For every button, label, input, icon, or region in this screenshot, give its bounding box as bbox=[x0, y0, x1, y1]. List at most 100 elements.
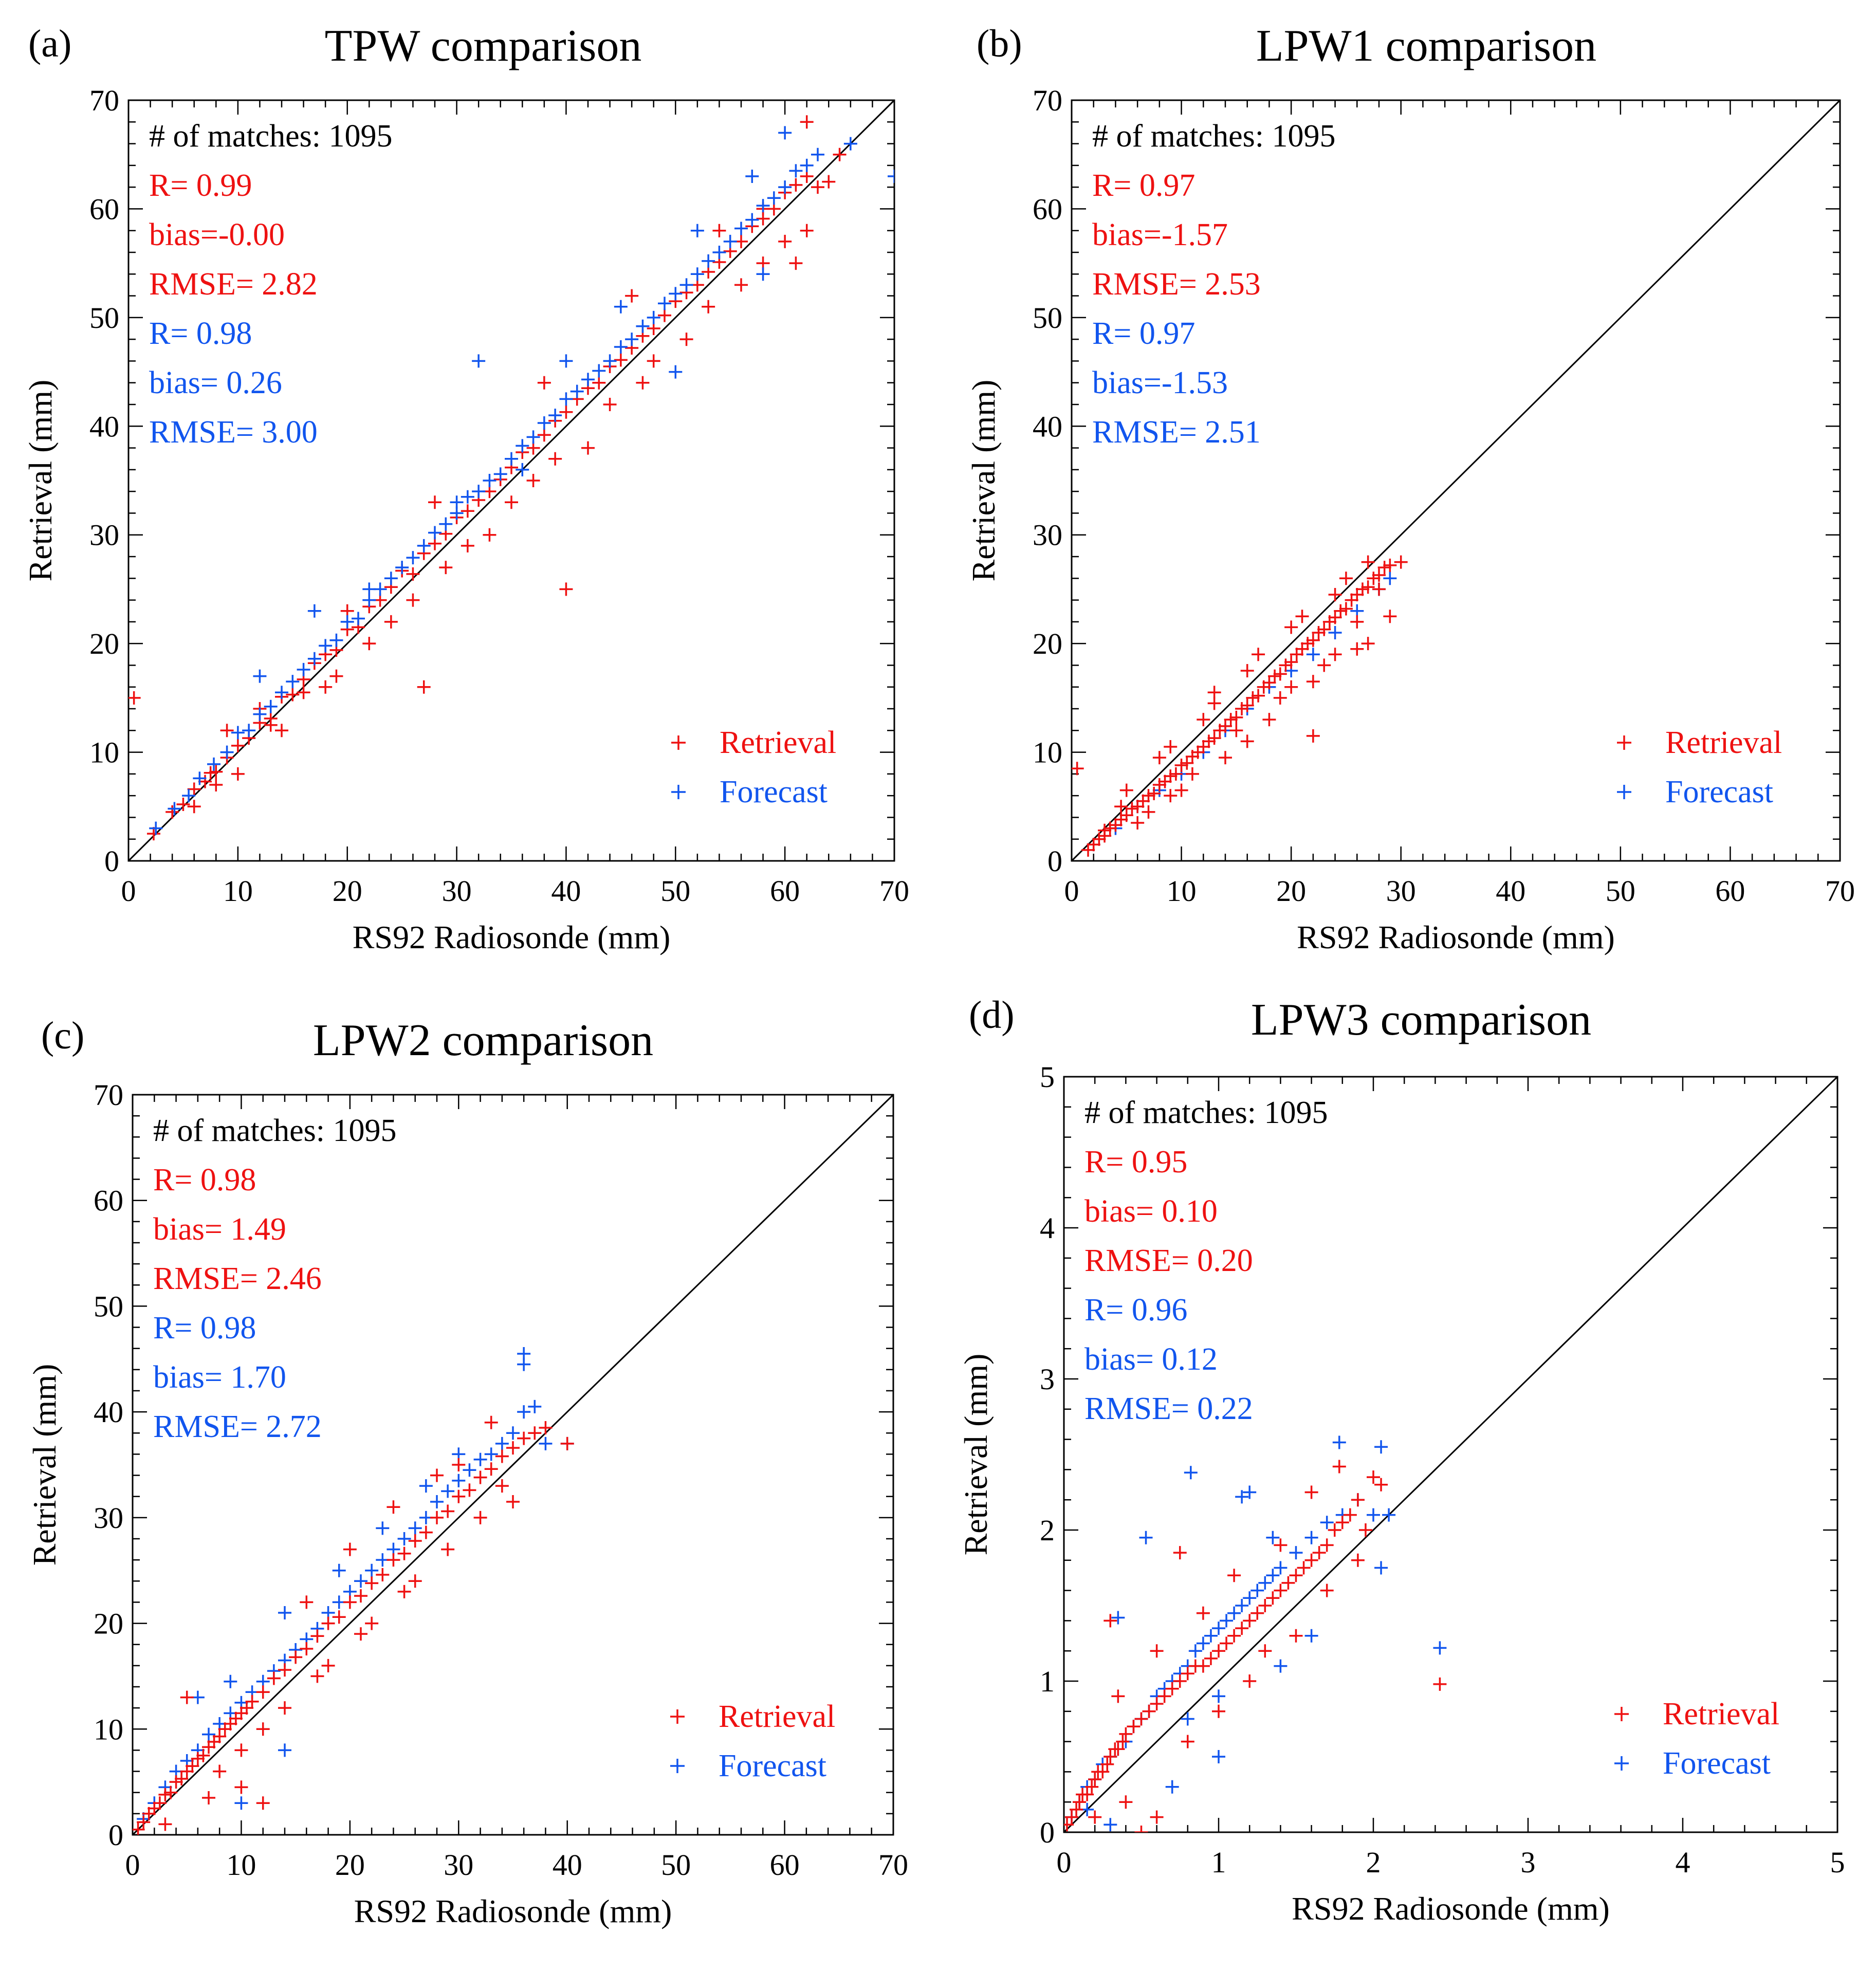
scatter-point bbox=[1361, 555, 1375, 569]
scatter-point bbox=[1164, 769, 1178, 783]
scatter-point bbox=[245, 1694, 259, 1708]
scatter-point bbox=[176, 798, 190, 812]
scatter-point bbox=[723, 234, 737, 248]
scatter-point bbox=[1252, 689, 1265, 703]
scatter-point bbox=[1367, 1508, 1380, 1522]
y-tick-label: 30 bbox=[94, 1501, 123, 1535]
scatter-point bbox=[1289, 1546, 1303, 1560]
scatter-point bbox=[1306, 729, 1320, 743]
scatter-point bbox=[1367, 572, 1381, 585]
scatter-point bbox=[1250, 1583, 1264, 1597]
scatter-point bbox=[1312, 1546, 1326, 1560]
forecast-stat: RMSE= 2.72 bbox=[153, 1409, 322, 1444]
scatter-point bbox=[307, 652, 321, 666]
retrieval-stat: RMSE= 2.82 bbox=[149, 267, 318, 302]
scatter-point bbox=[1131, 816, 1145, 830]
scatter-point bbox=[1383, 558, 1397, 572]
scatter-point bbox=[354, 1574, 367, 1588]
scatter-point bbox=[365, 1576, 379, 1590]
scatter-point bbox=[1335, 1516, 1349, 1530]
scatter-point bbox=[1212, 1750, 1225, 1763]
scatter-point bbox=[441, 1484, 455, 1498]
scatter-point bbox=[506, 1495, 520, 1508]
scatter-point bbox=[1374, 1440, 1388, 1454]
scatter-point bbox=[495, 1479, 509, 1493]
scatter-point bbox=[636, 319, 650, 333]
scatter-point bbox=[365, 1563, 379, 1577]
scatter-point bbox=[1243, 1674, 1257, 1688]
scatter-point bbox=[1165, 1780, 1179, 1794]
scatter-point bbox=[133, 1822, 145, 1835]
scatter-point bbox=[1173, 1546, 1187, 1560]
scatter-point bbox=[1284, 680, 1298, 694]
retrieval-stat: R= 0.99 bbox=[149, 168, 252, 203]
retrieval-stat: bias=-1.57 bbox=[1092, 217, 1228, 252]
y-axis-label: Retrieval (mm) bbox=[965, 380, 1002, 582]
scatter-point bbox=[1306, 648, 1320, 661]
scatter-point bbox=[264, 718, 278, 732]
y-tick-label: 30 bbox=[1033, 519, 1062, 552]
scatter-point bbox=[406, 551, 420, 565]
scatter-point bbox=[1281, 1576, 1295, 1590]
scatter-point bbox=[384, 572, 398, 585]
scatter-point bbox=[450, 495, 464, 509]
scatter-point bbox=[539, 1421, 553, 1434]
legend-marker-retrieval bbox=[671, 735, 686, 750]
legend-label-forecast: Forecast bbox=[720, 775, 827, 809]
scatter-point bbox=[158, 1788, 172, 1801]
scatter-point bbox=[207, 757, 221, 771]
scatter-point bbox=[256, 1796, 270, 1810]
forecast-stat: R= 0.97 bbox=[1092, 316, 1195, 351]
scatter-point bbox=[473, 1470, 487, 1484]
scatter-point bbox=[483, 528, 496, 542]
scatter-point bbox=[1116, 1735, 1130, 1748]
legend-label-retrieval: Retrieval bbox=[1665, 725, 1782, 760]
plot-frame bbox=[1071, 99, 1841, 862]
scatter-point bbox=[164, 1785, 177, 1799]
scatter-point bbox=[352, 612, 365, 625]
one-to-one-line bbox=[1063, 1076, 1838, 1833]
retrieval-stat: RMSE= 0.20 bbox=[1084, 1243, 1253, 1278]
scatter-point bbox=[441, 1542, 455, 1556]
scatter-point bbox=[734, 222, 748, 235]
scatter-point bbox=[789, 178, 803, 192]
scatter-point bbox=[231, 726, 245, 740]
scatter-point bbox=[1243, 1591, 1257, 1605]
scatter-point bbox=[1317, 622, 1331, 636]
scatter-point bbox=[1284, 620, 1298, 634]
scatter-point bbox=[516, 439, 529, 453]
scatter-point bbox=[1196, 1636, 1210, 1650]
scatter-point bbox=[1191, 745, 1205, 759]
scatter-point bbox=[231, 767, 245, 781]
x-tick-label: 20 bbox=[333, 874, 362, 908]
scatter-point bbox=[484, 1462, 498, 1476]
scatter-point bbox=[1258, 1644, 1272, 1658]
scatter-point bbox=[1351, 1493, 1365, 1507]
scatter-point bbox=[180, 1690, 194, 1704]
scatter-point bbox=[1252, 648, 1265, 661]
y-tick-label: 30 bbox=[89, 519, 119, 552]
scatter-point bbox=[1114, 800, 1128, 814]
scatter-point bbox=[1273, 691, 1287, 705]
scatter-point bbox=[267, 1671, 281, 1685]
retrieval-stat: R= 0.98 bbox=[153, 1163, 256, 1198]
scatter-point bbox=[625, 333, 639, 346]
scatter-point bbox=[1064, 1818, 1074, 1832]
scatter-point bbox=[213, 1729, 227, 1743]
scatter-point bbox=[275, 724, 288, 738]
panel-b: (b) LPW1 comparison 0 10 20 30 40 50 60 70 0 10 20 30… bbox=[965, 21, 1855, 955]
scatter-point bbox=[1235, 1622, 1249, 1635]
scatter-point bbox=[191, 1752, 205, 1765]
scatter-point bbox=[1374, 1478, 1388, 1491]
scatter-point bbox=[789, 256, 803, 270]
scatter-point bbox=[1119, 1727, 1133, 1741]
scatter-point bbox=[484, 1415, 498, 1429]
scatter-point bbox=[1229, 710, 1243, 724]
scatter-point bbox=[1164, 740, 1178, 753]
scatter-point bbox=[800, 158, 814, 172]
scatter-point bbox=[1320, 1516, 1334, 1530]
scatter-point bbox=[636, 376, 650, 390]
scatter-point bbox=[1312, 626, 1326, 639]
scatter-point bbox=[1235, 1599, 1249, 1612]
scatter-point bbox=[1279, 658, 1293, 672]
